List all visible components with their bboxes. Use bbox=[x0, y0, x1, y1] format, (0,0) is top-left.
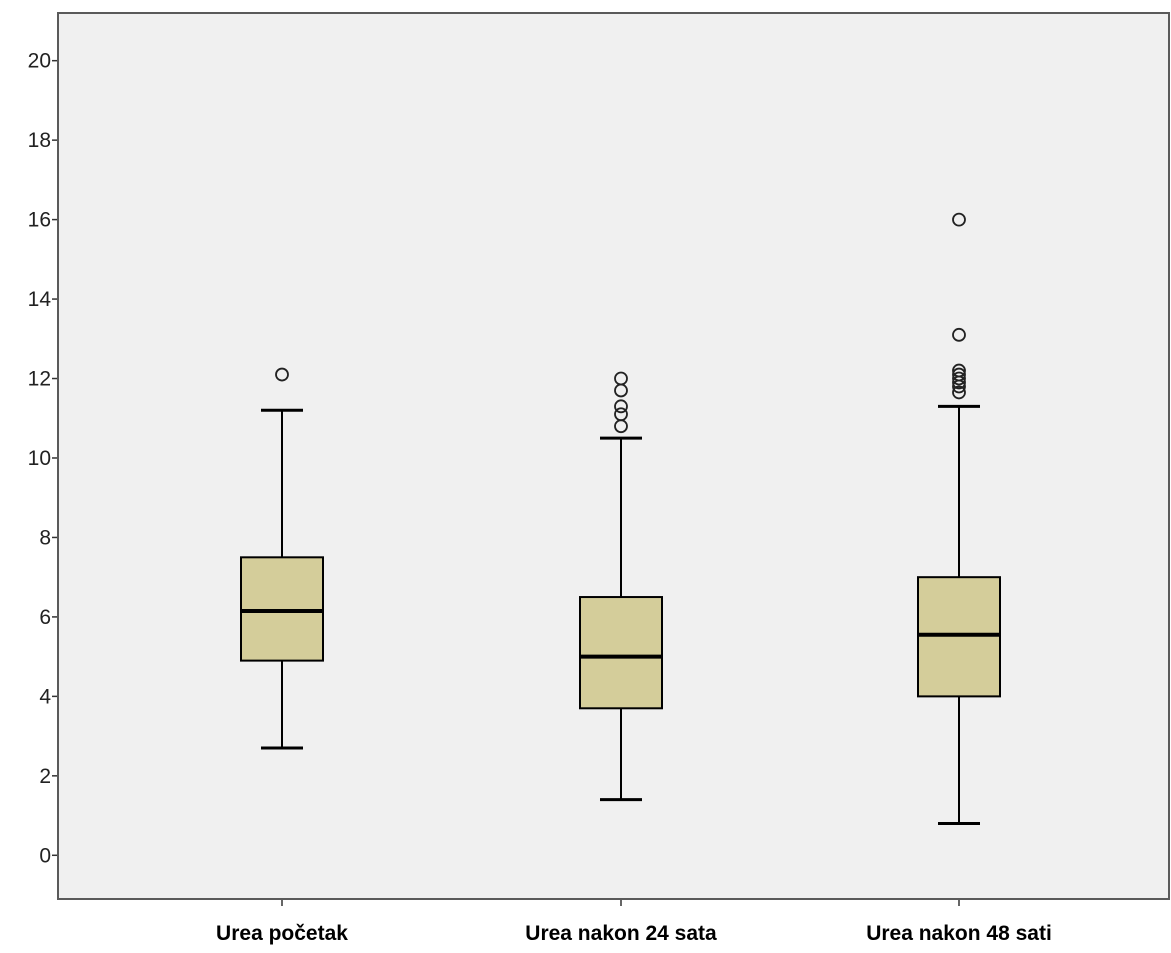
outlier-point bbox=[614, 371, 628, 386]
y-tick-label: 2 bbox=[39, 765, 51, 788]
y-tick-label: 12 bbox=[28, 368, 51, 391]
outlier-point bbox=[614, 399, 628, 414]
outlier-point bbox=[614, 407, 628, 422]
y-tick-label: 6 bbox=[39, 606, 51, 629]
y-tick-label: 10 bbox=[28, 447, 51, 470]
x-axis: Urea početak Urea nakon 24 sata Urea nakon… bbox=[216, 899, 1052, 945]
y-tick-label: 4 bbox=[39, 685, 51, 708]
outlier-point bbox=[952, 327, 966, 342]
outlier-point bbox=[275, 367, 289, 382]
y-tick-label: 8 bbox=[39, 526, 51, 549]
y-axis: 0 2 4 6 8 10 12 14 16 18 20 bbox=[28, 50, 58, 867]
y-tick-label: 18 bbox=[28, 129, 51, 152]
iqr-box bbox=[579, 596, 663, 710]
plot-frame bbox=[57, 12, 1170, 900]
x-tick-label: Urea nakon 48 sati bbox=[866, 922, 1052, 945]
outlier-point bbox=[952, 385, 966, 400]
outlier-point bbox=[952, 212, 966, 227]
y-tick-label: 0 bbox=[39, 844, 51, 867]
x-tick-label: Urea nakon 24 sata bbox=[525, 922, 717, 945]
box-group bbox=[579, 371, 663, 802]
box-group bbox=[240, 367, 324, 750]
y-tick-label: 16 bbox=[28, 209, 51, 232]
plot-area bbox=[58, 13, 1169, 899]
y-tick-label: 20 bbox=[28, 50, 51, 73]
outlier-point bbox=[952, 367, 966, 382]
outlier-point bbox=[952, 371, 966, 386]
box-series bbox=[240, 212, 1001, 826]
x-tick-label: Urea početak bbox=[216, 922, 348, 945]
box-group bbox=[917, 212, 1001, 826]
outlier-point bbox=[952, 363, 966, 378]
y-tick-label: 14 bbox=[28, 288, 52, 311]
